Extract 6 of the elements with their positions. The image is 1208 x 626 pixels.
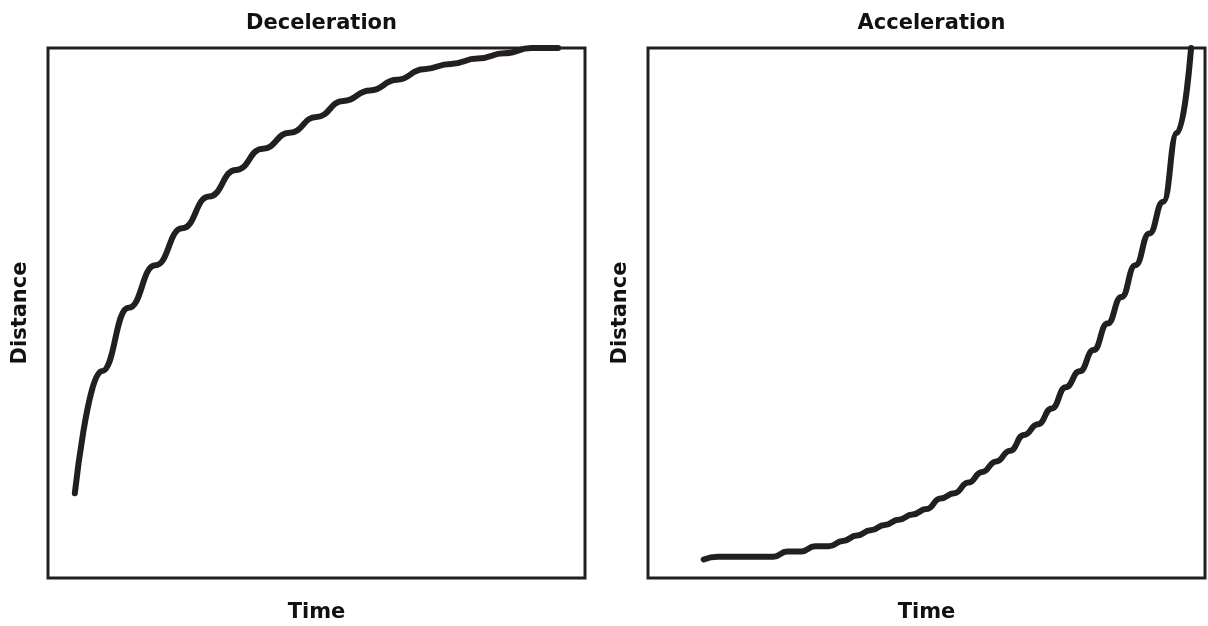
x-axis-title: Time <box>287 598 346 623</box>
y-axis-title: Distance <box>6 261 31 365</box>
chart-title: Deceleration <box>246 9 397 34</box>
chart-title: Acceleration <box>857 9 1006 34</box>
x-axis-title: Time <box>897 598 956 623</box>
y-axis-title: Distance <box>606 261 631 365</box>
